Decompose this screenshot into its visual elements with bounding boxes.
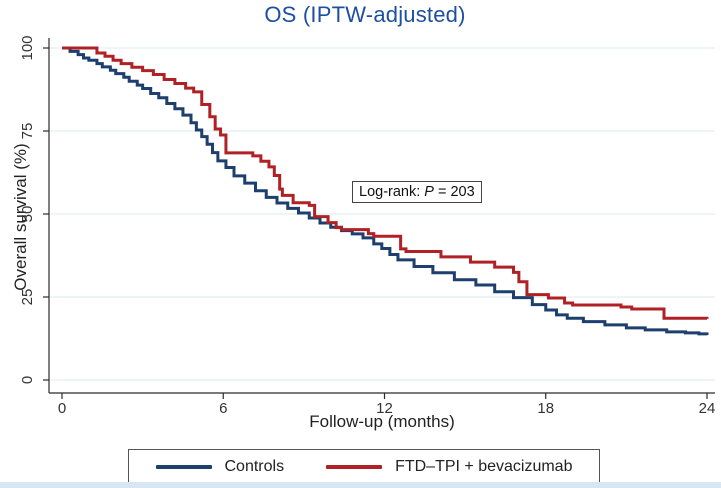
ftd-tpi-bevacizumab-curve xyxy=(62,46,709,320)
x-axis-label: Follow-up (months) xyxy=(309,412,455,431)
plot-area xyxy=(43,38,715,399)
x-tick-label-12: 12 xyxy=(376,400,393,417)
y-tick-label-75: 75 xyxy=(19,122,36,140)
chart-title: OS (IPTW-adjusted) xyxy=(264,2,466,27)
legend-label-ftd-tpi-bevacizumab: FTD–TPI + bevacizumab xyxy=(395,457,573,475)
p-value: = 203 xyxy=(433,184,475,200)
ftd-tpi-bevacizumab-line-swatch xyxy=(326,464,383,469)
y-tick-label-100: 100 xyxy=(19,35,36,61)
legend-item-ftd-tpi-bevacizumab: FTD–TPI + bevacizumab xyxy=(326,458,572,476)
x-tick-label-6: 6 xyxy=(219,400,228,417)
y-tick-label-0: 0 xyxy=(19,375,36,385)
controls-curve xyxy=(62,46,709,336)
legend-label-controls: Controls xyxy=(224,457,285,475)
y-tick-label-50: 50 xyxy=(19,205,36,223)
legend-item-controls: Controls xyxy=(155,457,285,476)
controls-line-swatch xyxy=(155,464,212,469)
log-rank-prefix: Log-rank: xyxy=(359,184,425,200)
x-tick-label-24: 24 xyxy=(698,400,716,417)
log-rank-annotation: Log-rank: P = 203 xyxy=(352,181,482,203)
bottom-background-strip xyxy=(0,482,721,488)
x-tick-label-0: 0 xyxy=(57,400,67,417)
p-symbol: P xyxy=(424,184,434,200)
x-tick-label-18: 18 xyxy=(537,400,555,417)
legend: Controls FTD–TPI + bevacizumab xyxy=(128,449,600,484)
y-tick-label-25: 25 xyxy=(19,288,36,306)
